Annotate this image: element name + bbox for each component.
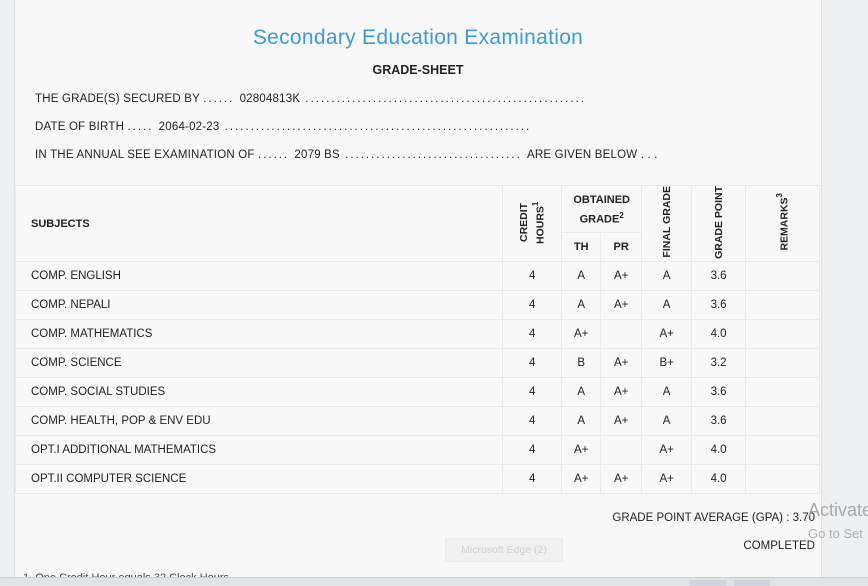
remarks-cell <box>745 464 820 494</box>
grade-point-cell: 3.6 <box>691 406 747 436</box>
grade-point-header: GRADE POINT <box>691 185 747 262</box>
subject-cell: COMP. NEPALI <box>14 290 504 320</box>
remarks-cell <box>745 261 820 291</box>
grade-point-cell: 3.2 <box>691 348 747 378</box>
subject-cell: OPT.I ADDITIONAL MATHEMATICS <box>14 435 504 465</box>
table-subheader-row: TH PR <box>16 232 820 262</box>
obtained-grade-header: OBTAINED GRADE2 <box>561 185 643 233</box>
exam-title: Secondary Education Examination <box>252 26 584 49</box>
taskbar-app-button[interactable] <box>690 580 726 586</box>
dob-prefix: DATE OF BIRTH <box>35 121 125 133</box>
remarks-cell <box>745 319 820 349</box>
taskbar-app-button[interactable] <box>734 580 770 586</box>
final-grade-cell: A <box>641 377 693 407</box>
table-row: OPT.I ADDITIONAL MATHEMATICS 4 A+ A+ 4.0 <box>14 435 820 465</box>
edge-taskbar-tooltip[interactable]: Microsoft Edge (2) <box>445 538 563 562</box>
grade-point-cell: 4.0 <box>691 464 747 494</box>
remarks-header: REMARKS3 <box>745 185 820 262</box>
taskbar <box>0 577 868 586</box>
remarks-cell <box>745 290 820 320</box>
credit-cell: 4 <box>502 377 563 407</box>
credit-cell: 4 <box>502 348 563 378</box>
dob-line: DATE OF BIRTH ..... 2064-02-23 .........… <box>35 121 532 133</box>
credit-cell: 4 <box>502 406 563 436</box>
table-row: COMP. NEPALI 4 A A+ A 3.6 <box>14 290 820 320</box>
grades-table: SUBJECTS CREDIT HOURS1 OBTAINED GRADE2 F… <box>14 185 820 494</box>
grade-point-cell: 3.6 <box>691 290 747 320</box>
final-grade-cell: A+ <box>641 464 693 494</box>
th-grade-cell: A <box>561 290 602 320</box>
final-grade-cell: A <box>641 261 693 291</box>
remarks-cell <box>745 377 820 407</box>
th-grade-cell: A <box>561 261 602 291</box>
credit-cell: 4 <box>502 261 563 291</box>
final-grade-cell: A <box>641 406 693 436</box>
gpa-label: GRADE POINT AVERAGE (GPA) : <box>612 512 790 524</box>
subject-cell: COMP. SCIENCE <box>14 348 504 378</box>
credit-cell: 4 <box>502 319 563 349</box>
th-grade-cell: A+ <box>561 435 602 465</box>
grade-rows: COMP. ENGLISH 4 A A+ A 3.6 COMP. NEPALI 4 A A+ A 3.… <box>14 261 820 494</box>
credit-hours-header: CREDIT HOURS1 <box>502 185 563 262</box>
activate-windows-hint: Go to Set <box>808 526 863 541</box>
pr-grade-cell: A+ <box>600 290 643 320</box>
th-grade-cell: A+ <box>561 319 602 349</box>
gpa-value: 3.70 <box>792 512 815 524</box>
pr-grade-cell: A+ <box>600 406 643 436</box>
pr-grade-cell <box>600 319 643 349</box>
grade-point-cell: 3.6 <box>691 377 747 407</box>
remarks-cell <box>745 406 820 436</box>
th-header: TH <box>561 232 602 262</box>
gpa-line: GRADE POINT AVERAGE (GPA) : 3.70 <box>612 512 815 524</box>
exam-suffix: ARE GIVEN BELOW . . . <box>526 149 658 161</box>
activate-windows-watermark: Activate <box>808 500 868 520</box>
subject-cell: COMP. ENGLISH <box>14 261 504 291</box>
final-grade-header: FINAL GRADE <box>641 185 693 262</box>
exam-year: 2079 BS <box>294 149 340 161</box>
final-grade-cell: A <box>641 290 693 320</box>
pr-grade-cell: A+ <box>600 348 643 378</box>
pr-header: PR <box>600 232 643 262</box>
remarks-cell <box>745 348 820 378</box>
table-row: OPT.II COMPUTER SCIENCE 4 A+ A+ A+ 4.0 <box>14 464 820 494</box>
final-grade-cell: A+ <box>641 319 693 349</box>
pr-grade-cell: A+ <box>600 261 643 291</box>
credit-cell: 4 <box>502 435 563 465</box>
secured-by-line: THE GRADE(S) SECURED BY ...... 02804813K… <box>35 93 586 105</box>
subjects-header: SUBJECTS <box>14 185 504 262</box>
th-grade-cell: A+ <box>561 464 602 494</box>
subject-cell: COMP. MATHEMATICS <box>14 319 504 349</box>
pr-grade-cell <box>600 435 643 465</box>
secured-prefix: THE GRADE(S) SECURED BY <box>35 93 200 105</box>
final-grade-cell: A+ <box>641 435 693 465</box>
dob-value: 2064-02-23 <box>158 121 220 133</box>
grade-point-cell: 4.0 <box>691 435 747 465</box>
table-row: COMP. SCIENCE 4 B A+ B+ 3.2 <box>14 348 820 378</box>
th-grade-cell: B <box>561 348 602 378</box>
grade-point-cell: 4.0 <box>691 319 747 349</box>
sheet-subtitle: GRADE-SHEET <box>372 63 464 77</box>
table-header-row: SUBJECTS CREDIT HOURS1 OBTAINED GRADE2 F… <box>14 185 820 262</box>
credit-cell: 4 <box>502 464 563 494</box>
subject-cell: COMP. HEALTH, POP & ENV EDU <box>14 406 504 436</box>
pr-grade-cell: A+ <box>600 377 643 407</box>
th-grade-cell: A <box>561 406 602 436</box>
result-status: COMPLETED <box>743 540 815 552</box>
table-row: COMP. MATHEMATICS 4 A+ A+ 4.0 <box>14 319 820 349</box>
exam-line: IN THE ANNUAL SEE EXAMINATION OF ...... … <box>35 149 658 161</box>
credit-cell: 4 <box>502 290 563 320</box>
grade-point-cell: 3.6 <box>691 261 747 291</box>
table-row: COMP. SOCIAL STUDIES 4 A A+ A 3.6 <box>14 377 820 407</box>
exam-prefix: IN THE ANNUAL SEE EXAMINATION OF <box>35 149 255 161</box>
th-grade-cell: A <box>561 377 602 407</box>
remarks-cell <box>745 435 820 465</box>
grade-sheet: Secondary Education Examination GRADE-SH… <box>14 0 822 585</box>
subject-cell: OPT.II COMPUTER SCIENCE <box>14 464 504 494</box>
final-grade-cell: B+ <box>641 348 693 378</box>
table-row: COMP. ENGLISH 4 A A+ A 3.6 <box>14 261 820 291</box>
table-row: COMP. HEALTH, POP & ENV EDU 4 A A+ A 3.6 <box>14 406 820 436</box>
student-id: 02804813K <box>239 93 301 105</box>
pr-grade-cell: A+ <box>600 464 643 494</box>
subject-cell: COMP. SOCIAL STUDIES <box>14 377 504 407</box>
